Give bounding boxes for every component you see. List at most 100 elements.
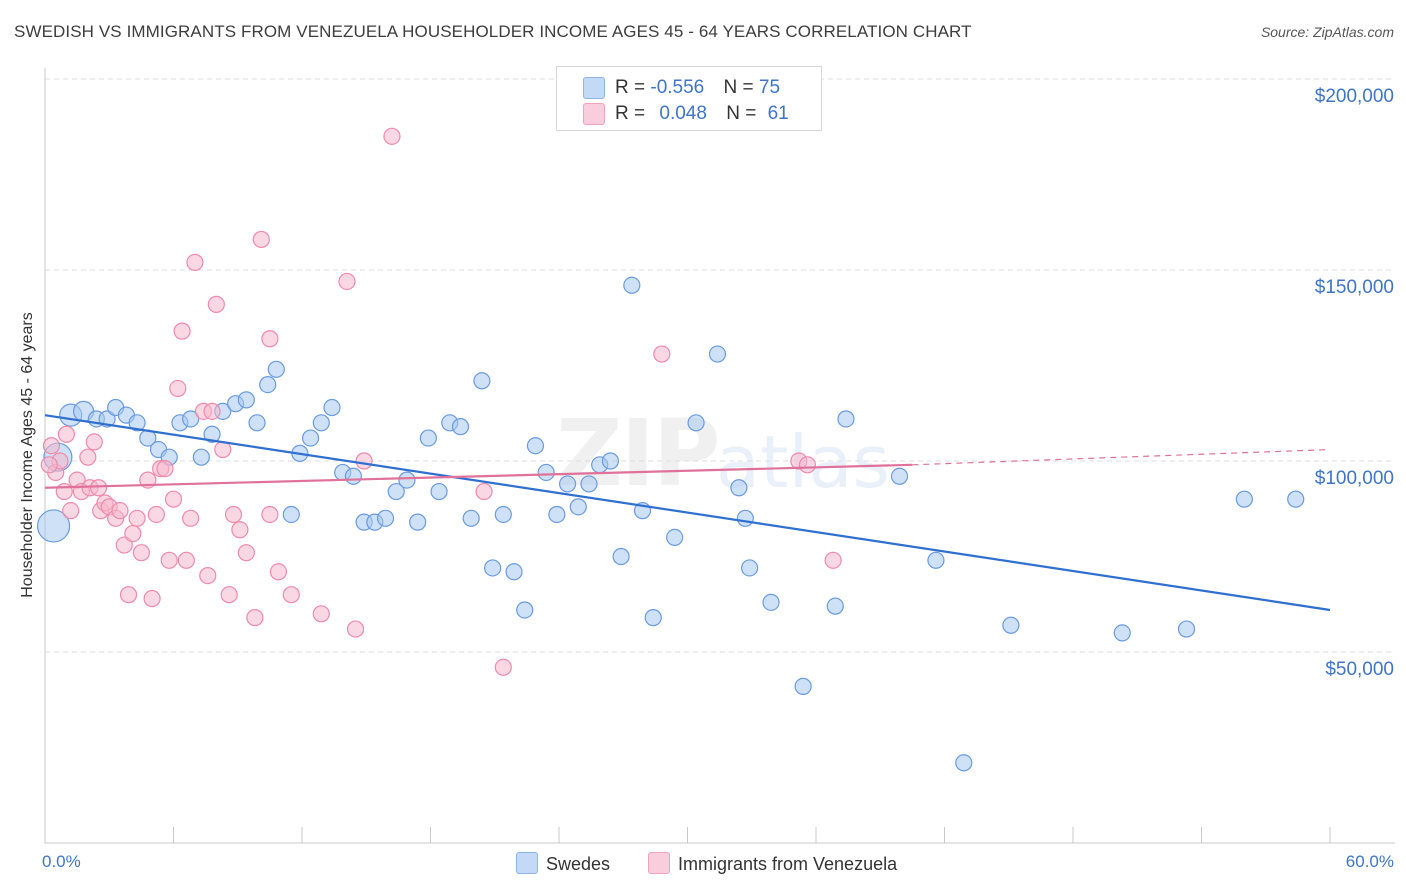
point-swedes xyxy=(484,559,502,577)
point-venezuela xyxy=(164,490,183,508)
point-venezuela xyxy=(156,460,174,478)
point-swedes xyxy=(644,609,662,627)
point-venezuela xyxy=(85,433,103,451)
point-swedes xyxy=(741,559,759,577)
point-venezuela xyxy=(40,456,58,474)
n-label: N = xyxy=(726,103,762,124)
point-venezuela xyxy=(494,658,512,676)
point-venezuela xyxy=(128,509,146,527)
point-swedes xyxy=(516,601,534,619)
point-swedes xyxy=(794,677,812,695)
legend-row-venezuela: R = 0.048 N = 61 xyxy=(615,103,789,125)
point-venezuela xyxy=(220,586,238,604)
point-venezuela xyxy=(207,295,225,313)
point-venezuela xyxy=(147,505,165,524)
point-swedes xyxy=(927,551,945,569)
point-swedes xyxy=(419,429,437,447)
point-swedes xyxy=(451,418,470,436)
point-swedes xyxy=(666,528,684,547)
point-venezuela xyxy=(160,551,178,569)
point-venezuela xyxy=(269,563,288,581)
point-swedes xyxy=(537,463,555,482)
point-swedes xyxy=(601,452,620,470)
point-venezuela xyxy=(261,330,279,348)
r-value: 0.048 xyxy=(659,103,707,124)
legend-item-swedes: Swedes xyxy=(516,852,610,875)
point-swedes xyxy=(569,498,587,516)
n-value: 61 xyxy=(767,103,789,124)
point-venezuela xyxy=(282,586,300,604)
point-venezuela xyxy=(312,605,330,623)
point-swedes xyxy=(312,414,330,432)
point-venezuela xyxy=(355,452,373,470)
point-venezuela xyxy=(798,456,817,474)
point-venezuela xyxy=(231,521,249,539)
point-swedes xyxy=(548,505,566,524)
point-swedes xyxy=(237,391,255,409)
point-venezuela xyxy=(55,482,73,501)
point-swedes xyxy=(387,482,405,501)
point-venezuela xyxy=(115,536,133,554)
point-swedes xyxy=(473,372,491,390)
point-swedes xyxy=(494,505,512,524)
point-swedes xyxy=(267,360,285,378)
point-swedes xyxy=(826,597,844,615)
point-swedes xyxy=(323,398,341,417)
legend-swatch-swedes xyxy=(516,852,538,874)
point-swedes xyxy=(730,479,748,497)
point-venezuela xyxy=(653,345,671,363)
point-venezuela xyxy=(143,589,161,608)
legend-label-swedes: Swedes xyxy=(546,854,611,874)
trendline-venezuela-extension xyxy=(912,448,1331,466)
point-venezuela xyxy=(79,448,97,466)
point-venezuela xyxy=(119,586,138,604)
point-swedes xyxy=(462,509,480,527)
y-tick-label-50000: $50,000 xyxy=(1325,659,1394,680)
correlation-legend: R = -0.556 N = 75 R = 0.048 N = 61 xyxy=(556,66,822,131)
point-swedes xyxy=(301,429,320,447)
point-swedes xyxy=(203,425,221,443)
x-tick-label-max: 60.0% xyxy=(1345,852,1394,871)
point-venezuela xyxy=(475,482,493,501)
point-venezuela xyxy=(177,551,195,569)
point-swedes xyxy=(344,467,362,485)
point-swedes xyxy=(182,410,200,428)
point-swedes xyxy=(430,482,448,501)
point-swedes xyxy=(955,754,973,772)
point-swedes xyxy=(1113,624,1131,642)
point-venezuela xyxy=(224,505,243,524)
point-venezuela xyxy=(383,127,401,145)
point-venezuela xyxy=(89,479,108,497)
point-swedes xyxy=(505,563,523,581)
y-axis-label: Householder Income Ages 45 - 64 years xyxy=(19,312,36,598)
point-venezuela xyxy=(246,609,264,627)
point-swedes xyxy=(687,414,705,432)
point-swedes xyxy=(736,509,754,527)
point-venezuela xyxy=(173,322,191,340)
point-swedes xyxy=(409,513,427,531)
point-swedes xyxy=(762,593,780,611)
point-swedes xyxy=(248,414,266,432)
r-label: R = xyxy=(615,77,651,98)
n-value: 75 xyxy=(758,77,781,98)
r-value: -0.556 xyxy=(650,77,705,98)
point-venezuela xyxy=(338,272,356,291)
point-venezuela xyxy=(42,437,61,455)
legend-swatch-venezuela xyxy=(648,852,670,874)
point-swedes xyxy=(1287,490,1305,508)
point-venezuela xyxy=(824,551,842,569)
point-swedes xyxy=(259,376,277,394)
point-swedes xyxy=(708,345,727,363)
point-swedes xyxy=(128,414,146,432)
point-swedes xyxy=(376,509,395,527)
point-swedes xyxy=(837,410,855,428)
point-swedes xyxy=(612,547,630,566)
point-venezuela xyxy=(252,230,270,249)
legend-swatch-venezuela xyxy=(583,103,605,125)
point-swedes xyxy=(282,505,300,524)
n-label: N = xyxy=(723,77,759,98)
legend-item-venezuela: Immigrants from Venezuela xyxy=(648,852,897,875)
point-venezuela xyxy=(57,425,76,443)
legend-swatch-swedes xyxy=(583,77,605,99)
